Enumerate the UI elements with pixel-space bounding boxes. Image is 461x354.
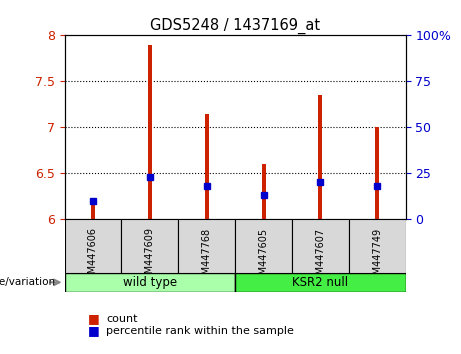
Bar <box>178 219 235 273</box>
Bar <box>349 219 406 273</box>
Bar <box>65 273 235 292</box>
Bar <box>205 114 209 219</box>
Bar <box>235 219 292 273</box>
Text: percentile rank within the sample: percentile rank within the sample <box>106 326 294 336</box>
Bar <box>91 201 95 219</box>
Text: GSM447749: GSM447749 <box>372 227 382 287</box>
Bar <box>261 164 266 219</box>
Text: GSM447606: GSM447606 <box>88 227 98 286</box>
Text: GSM447609: GSM447609 <box>145 227 155 286</box>
Text: ■: ■ <box>88 312 99 325</box>
Bar <box>375 127 379 219</box>
Text: GSM447768: GSM447768 <box>201 227 212 287</box>
Text: GSM447607: GSM447607 <box>315 227 325 287</box>
Bar <box>319 95 322 219</box>
Bar <box>148 45 152 219</box>
Bar <box>292 219 349 273</box>
Text: count: count <box>106 314 137 324</box>
Text: wild type: wild type <box>123 276 177 289</box>
Title: GDS5248 / 1437169_at: GDS5248 / 1437169_at <box>150 18 320 34</box>
Bar <box>121 219 178 273</box>
Text: ■: ■ <box>88 325 99 337</box>
Bar <box>65 219 121 273</box>
Bar <box>235 273 406 292</box>
Text: KSR2 null: KSR2 null <box>292 276 349 289</box>
Text: genotype/variation: genotype/variation <box>0 277 55 287</box>
Text: GSM447605: GSM447605 <box>259 227 269 287</box>
